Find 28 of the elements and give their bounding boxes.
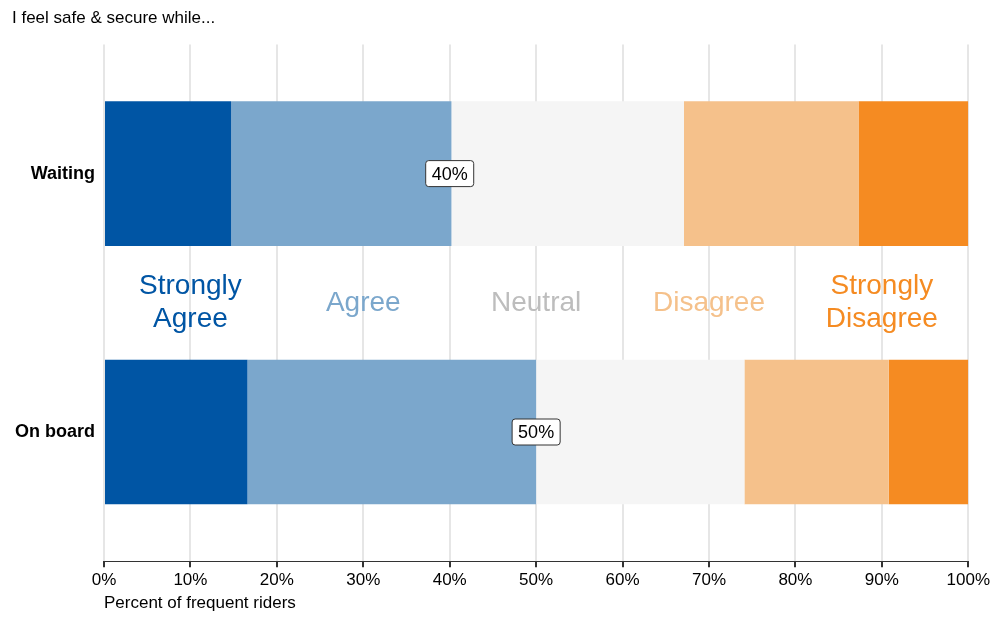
- x-tick-label: 20%: [259, 570, 294, 590]
- bar: [888, 359, 969, 505]
- x-tick-label: 40%: [432, 570, 467, 590]
- annotation: 50%: [518, 421, 555, 442]
- series-label: Agree: [325, 285, 401, 317]
- x-tick-label: 10%: [173, 570, 208, 590]
- x-tick-label: 80%: [778, 570, 813, 590]
- x-tick-label: 100%: [946, 570, 990, 590]
- x-tick-label: 90%: [864, 570, 899, 590]
- x-tick-label: 60%: [605, 570, 640, 590]
- chart-title: I feel safe & secure while...: [12, 7, 216, 27]
- y-tick-label: Waiting: [30, 162, 95, 183]
- x-tick-label: 0%: [91, 570, 117, 590]
- x-axis-title: Percent of frequent riders: [104, 593, 296, 613]
- x-tick-label: 70%: [691, 570, 726, 590]
- series-label: Neutral: [491, 285, 582, 317]
- x-tick-label: 30%: [346, 570, 381, 590]
- annotation: 40%: [431, 163, 468, 184]
- x-tick-label: 50%: [519, 570, 554, 590]
- y-tick-label: On board: [15, 420, 95, 441]
- series-label: Strongly Disagree: [825, 269, 938, 334]
- bar: [683, 101, 859, 246]
- series-label: Disagree: [652, 285, 766, 317]
- bar: [105, 359, 248, 505]
- bar: [744, 359, 889, 505]
- bar: [858, 101, 969, 246]
- bar: [105, 101, 232, 246]
- series-label: Strongly Agree: [139, 269, 242, 334]
